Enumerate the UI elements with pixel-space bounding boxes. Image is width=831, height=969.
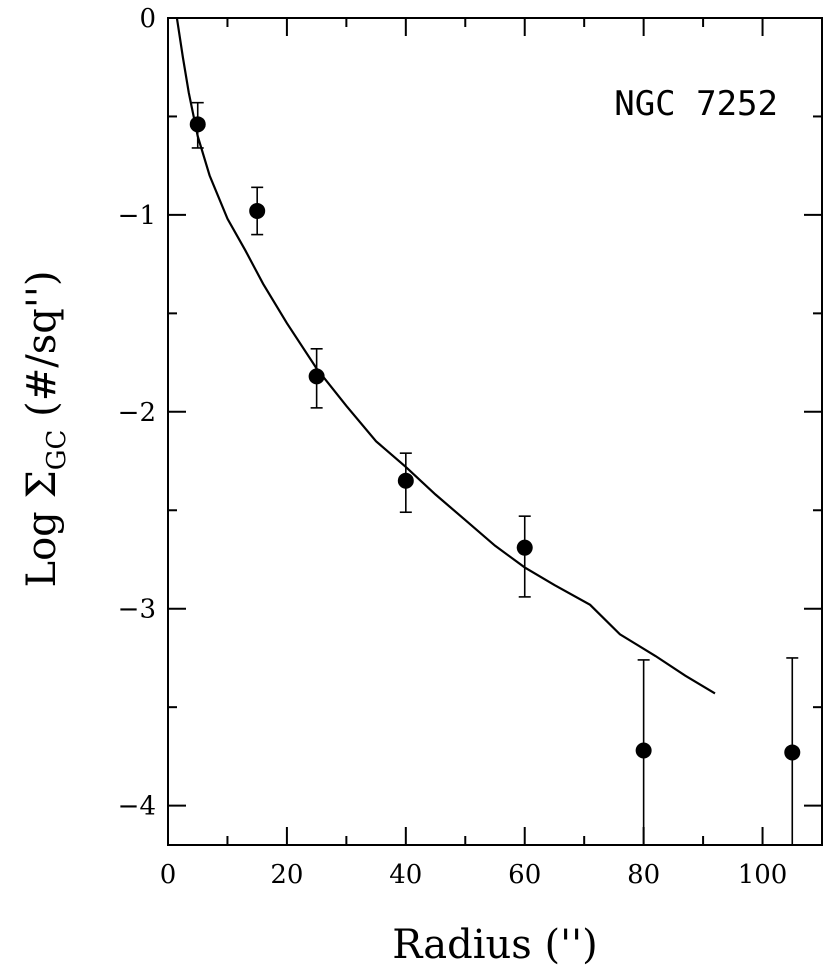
minor-ticks bbox=[168, 18, 823, 845]
y-axis-label-subscript: GC bbox=[42, 430, 72, 471]
data-point bbox=[516, 539, 533, 556]
data-points bbox=[189, 116, 801, 761]
model-curve bbox=[175, 17, 716, 695]
y-tick-labels: 0 −1 −2 −3 −4 bbox=[118, 4, 156, 822]
data-point bbox=[249, 202, 266, 219]
error-bars bbox=[191, 101, 799, 846]
annotation-label: NGC 7252 bbox=[614, 84, 778, 124]
plot-frame bbox=[167, 17, 823, 846]
x-tick-label: 20 bbox=[270, 860, 303, 890]
y-axis-label-prefix: Log Σ bbox=[19, 470, 65, 587]
data-point bbox=[308, 368, 325, 385]
x-tick-label: 40 bbox=[389, 860, 422, 890]
y-tick-label: −4 bbox=[118, 792, 156, 822]
x-tick-label: 0 bbox=[160, 860, 177, 890]
data-point bbox=[784, 744, 801, 761]
x-axis-label: Radius ('') bbox=[392, 922, 598, 968]
y-axis-label: Log ΣGC (#/sq'') bbox=[19, 271, 72, 588]
y-tick-label: −3 bbox=[118, 595, 156, 625]
y-tick-label: −1 bbox=[118, 201, 156, 231]
y-axis-label-suffix: (#/sq'') bbox=[19, 271, 65, 430]
data-point bbox=[397, 472, 414, 489]
major-ticks bbox=[167, 17, 822, 845]
data-point bbox=[189, 116, 206, 133]
x-tick-label: 60 bbox=[508, 860, 541, 890]
y-tick-label: −2 bbox=[118, 398, 156, 428]
data-point bbox=[635, 742, 652, 759]
y-tick-label: 0 bbox=[139, 4, 156, 34]
x-tick-label: 100 bbox=[738, 860, 788, 890]
x-tick-labels: 0 20 40 60 80 100 bbox=[160, 860, 788, 890]
x-tick-label: 80 bbox=[627, 860, 660, 890]
